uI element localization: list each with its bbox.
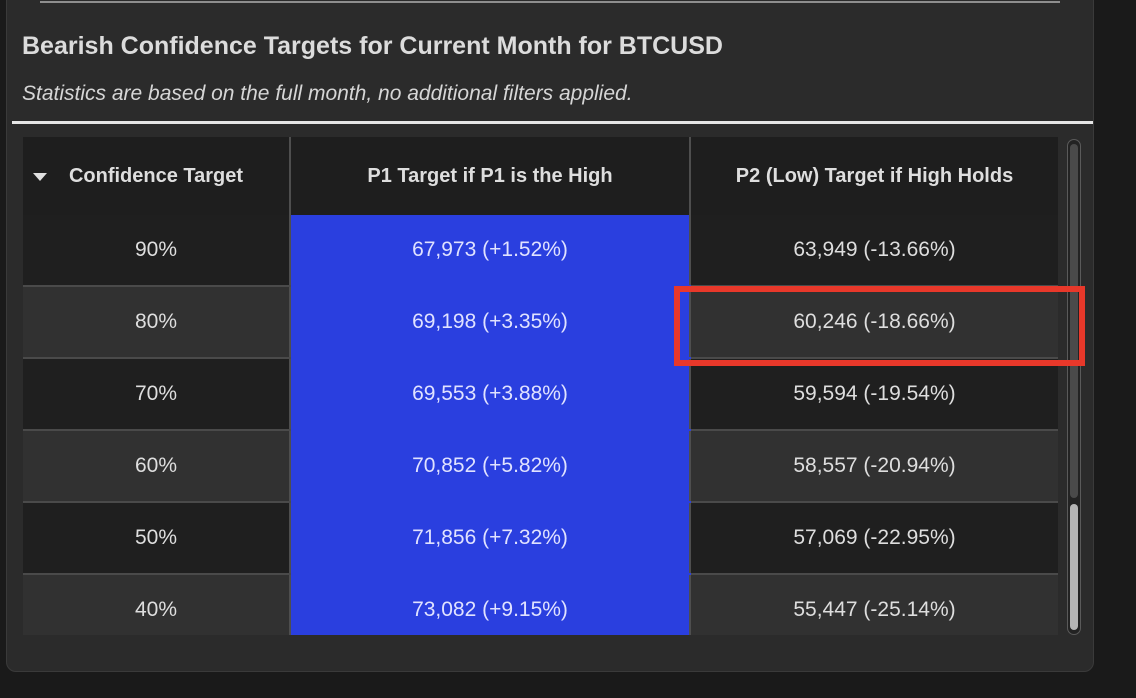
section-divider — [12, 121, 1093, 124]
scrollbar-track-upper[interactable] — [1070, 144, 1078, 498]
cell-p1-target: 70,852 (+5.82%) — [289, 430, 690, 503]
cell-p2-target: 59,594 (-19.54%) — [689, 358, 1058, 431]
cell-p2-target: 55,447 (-25.14%) — [689, 574, 1058, 635]
scrollbar-thumb[interactable] — [1070, 504, 1078, 630]
cell-confidence: 50% — [23, 502, 290, 575]
table-row[interactable]: 50% 71,856 (+7.32%) 57,069 (-22.95%) — [23, 502, 1058, 575]
column-header-p1[interactable]: P1 Target if P1 is the High — [289, 137, 690, 215]
cell-confidence: 90% — [23, 215, 290, 287]
cell-p2-target: 60,246 (-18.66%) — [689, 286, 1058, 359]
panel-subtitle: Statistics are based on the full month, … — [22, 82, 633, 105]
cell-confidence: 70% — [23, 358, 290, 431]
cell-p1-target: 69,198 (+3.35%) — [289, 286, 690, 359]
cell-p2-target: 58,557 (-20.94%) — [689, 430, 1058, 503]
cell-p2-target: 63,949 (-13.66%) — [689, 215, 1058, 287]
column-header-p1-label: P1 Target if P1 is the High — [367, 164, 613, 187]
cell-p1-target: 71,856 (+7.32%) — [289, 502, 690, 575]
cell-p2-target: 57,069 (-22.95%) — [689, 502, 1058, 575]
cell-p1-target: 69,553 (+3.88%) — [289, 358, 690, 431]
cell-confidence: 60% — [23, 430, 290, 503]
table-row[interactable]: 40% 73,082 (+9.15%) 55,447 (-25.14%) — [23, 574, 1058, 635]
column-header-confidence-label: Confidence Target — [68, 164, 244, 187]
sort-descending-icon[interactable] — [33, 172, 47, 181]
table-row[interactable]: 60% 70,852 (+5.82%) 58,557 (-20.94%) — [23, 430, 1058, 503]
column-header-p2-label: P2 (Low) Target if High Holds — [735, 164, 1014, 187]
column-header-p2[interactable]: P2 (Low) Target if High Holds — [689, 137, 1058, 215]
cell-confidence: 80% — [23, 286, 290, 359]
panel-title: Bearish Confidence Targets for Current M… — [22, 32, 723, 60]
cell-confidence: 40% — [23, 574, 290, 635]
confidence-targets-table: Confidence Target P1 Target if P1 is the… — [23, 137, 1058, 635]
cell-p1-target: 67,973 (+1.52%) — [289, 215, 690, 287]
table-row[interactable]: 90% 67,973 (+1.52%) 63,949 (-13.66%) — [23, 215, 1058, 287]
table-row[interactable]: 80% 69,198 (+3.35%) 60,246 (-18.66%) — [23, 286, 1058, 359]
column-header-confidence[interactable]: Confidence Target — [23, 137, 290, 215]
top-input-field[interactable] — [40, 0, 1060, 3]
cell-p1-target: 73,082 (+9.15%) — [289, 574, 690, 635]
table-scrollbar[interactable] — [1067, 139, 1081, 635]
table-row[interactable]: 70% 69,553 (+3.88%) 59,594 (-19.54%) — [23, 358, 1058, 431]
